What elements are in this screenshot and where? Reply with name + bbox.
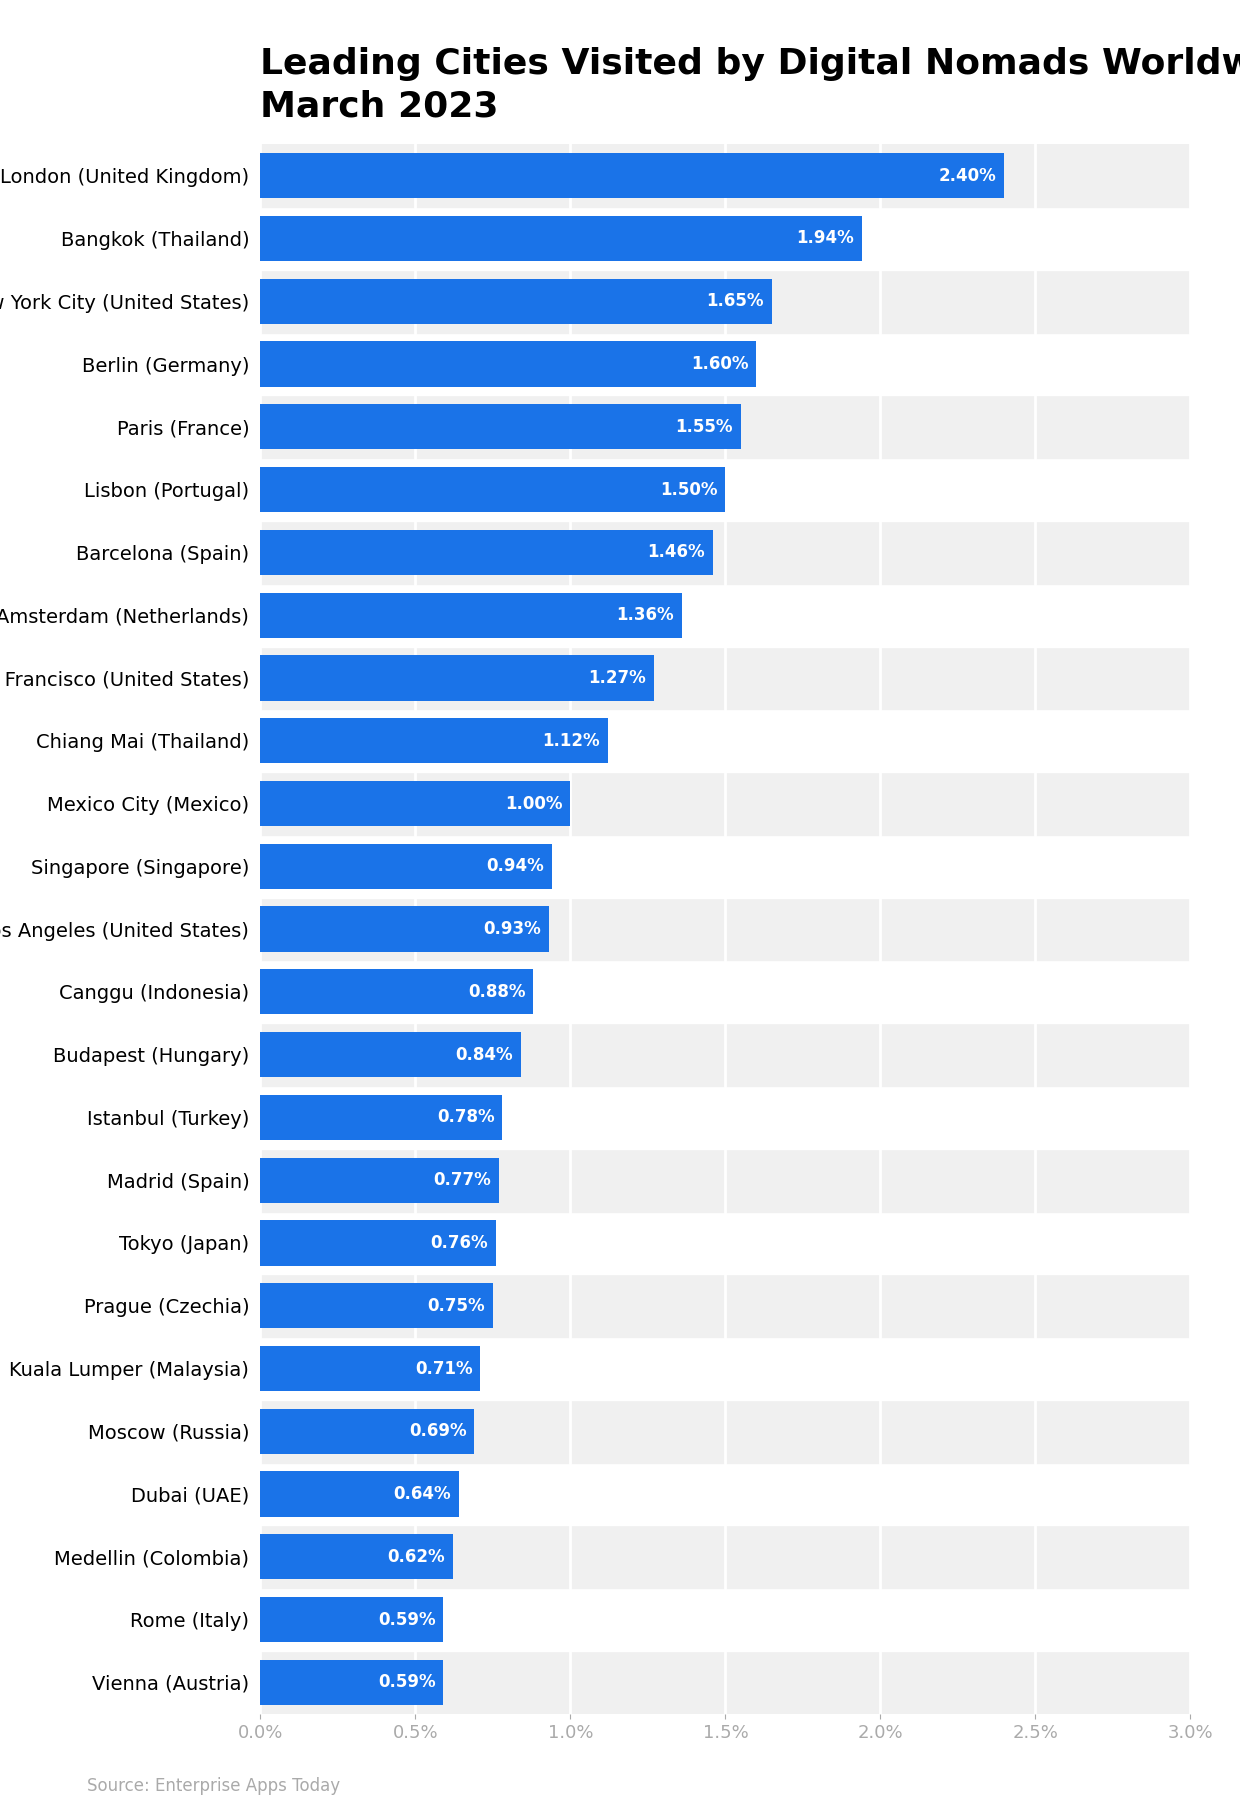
Bar [260,341,756,386]
Bar [260,1472,459,1517]
Text: 1.00%: 1.00% [505,794,563,812]
Bar [260,153,1004,198]
Bar [260,1032,521,1077]
Bar [260,1149,1190,1212]
Text: 1.50%: 1.50% [660,480,718,498]
Text: 0.59%: 0.59% [378,1611,435,1629]
Bar [260,467,725,512]
Bar [260,1526,1190,1588]
Bar [260,646,1190,709]
Bar [260,898,1190,960]
Bar [260,1409,474,1454]
Bar [260,144,1190,207]
Bar [260,332,1190,395]
Text: 0.69%: 0.69% [409,1422,466,1440]
Bar [260,1660,444,1705]
Bar [260,458,1190,521]
Text: 1.12%: 1.12% [542,732,600,750]
Bar [260,271,1190,332]
Text: 2.40%: 2.40% [939,166,997,184]
Bar [260,1095,502,1140]
Bar [260,592,682,639]
Bar [260,906,548,953]
Text: Leading Cities Visited by Digital Nomads Worldwide as of
March 2023: Leading Cities Visited by Digital Nomads… [260,47,1240,123]
Text: 0.84%: 0.84% [455,1046,513,1064]
Bar [260,207,1190,271]
Text: 0.76%: 0.76% [430,1234,489,1252]
Bar [260,1283,492,1328]
Text: 1.94%: 1.94% [796,229,854,247]
Text: 0.62%: 0.62% [387,1548,445,1566]
Bar [260,969,533,1014]
Text: 1.36%: 1.36% [616,606,675,624]
Bar [260,521,1190,584]
Text: 1.65%: 1.65% [707,292,764,310]
Bar [260,1086,1190,1149]
Bar [260,655,655,700]
Bar [260,584,1190,646]
Bar [260,709,1190,772]
Bar [260,835,1190,898]
Bar [260,1274,1190,1337]
Bar [260,216,862,262]
Bar [260,278,771,325]
Bar [260,1337,1190,1400]
Bar [260,781,570,826]
Bar [260,1220,496,1266]
Text: 0.77%: 0.77% [434,1171,491,1189]
Text: 1.55%: 1.55% [676,419,733,437]
Bar [260,395,1190,458]
Bar [260,1158,498,1203]
Bar [260,772,1190,835]
Bar [260,1463,1190,1526]
Bar [260,1023,1190,1086]
Text: 0.78%: 0.78% [436,1108,495,1126]
Text: 0.94%: 0.94% [486,857,544,875]
Text: 0.64%: 0.64% [393,1485,451,1503]
Text: 1.46%: 1.46% [647,543,706,561]
Bar [260,1212,1190,1274]
Text: 0.88%: 0.88% [467,983,526,1001]
Text: 0.75%: 0.75% [428,1297,485,1315]
Bar [260,530,713,575]
Bar [260,1400,1190,1463]
Bar [260,844,552,889]
Text: 0.71%: 0.71% [415,1360,472,1378]
Bar [260,1346,480,1391]
Bar [260,718,608,763]
Bar [260,1588,1190,1651]
Text: 0.59%: 0.59% [378,1674,435,1692]
Bar [260,1597,444,1642]
Text: 1.60%: 1.60% [691,355,749,373]
Bar [260,1533,453,1580]
Bar [260,1651,1190,1714]
Text: Source: Enterprise Apps Today: Source: Enterprise Apps Today [87,1777,340,1795]
Bar [260,960,1190,1023]
Bar [260,404,740,449]
Text: 1.27%: 1.27% [589,669,646,687]
Text: 0.93%: 0.93% [484,920,541,938]
